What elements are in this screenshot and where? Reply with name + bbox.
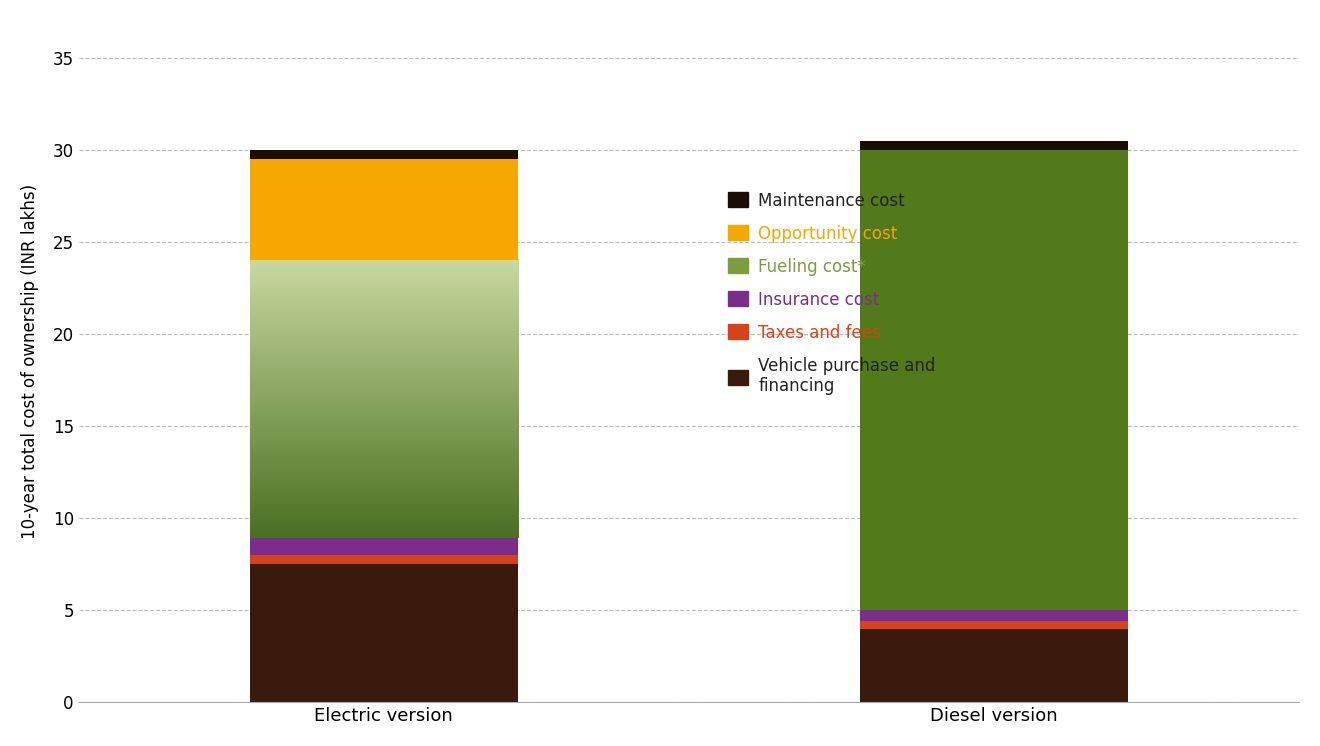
- Legend: Maintenance cost, Opportunity cost, Fueling cost*, Insurance cost, Taxes and fee: Maintenance cost, Opportunity cost, Fuel…: [722, 185, 942, 402]
- Bar: [859, 150, 1129, 610]
- Bar: [249, 539, 517, 555]
- Bar: [859, 621, 1129, 629]
- Bar: [249, 555, 517, 564]
- Y-axis label: 10-year total cost of ownership (INR lakhs): 10-year total cost of ownership (INR lak…: [21, 184, 38, 539]
- Bar: [249, 159, 517, 260]
- Bar: [859, 140, 1129, 150]
- Bar: [249, 150, 517, 159]
- Bar: [859, 629, 1129, 702]
- Bar: [249, 564, 517, 702]
- Bar: [859, 610, 1129, 621]
